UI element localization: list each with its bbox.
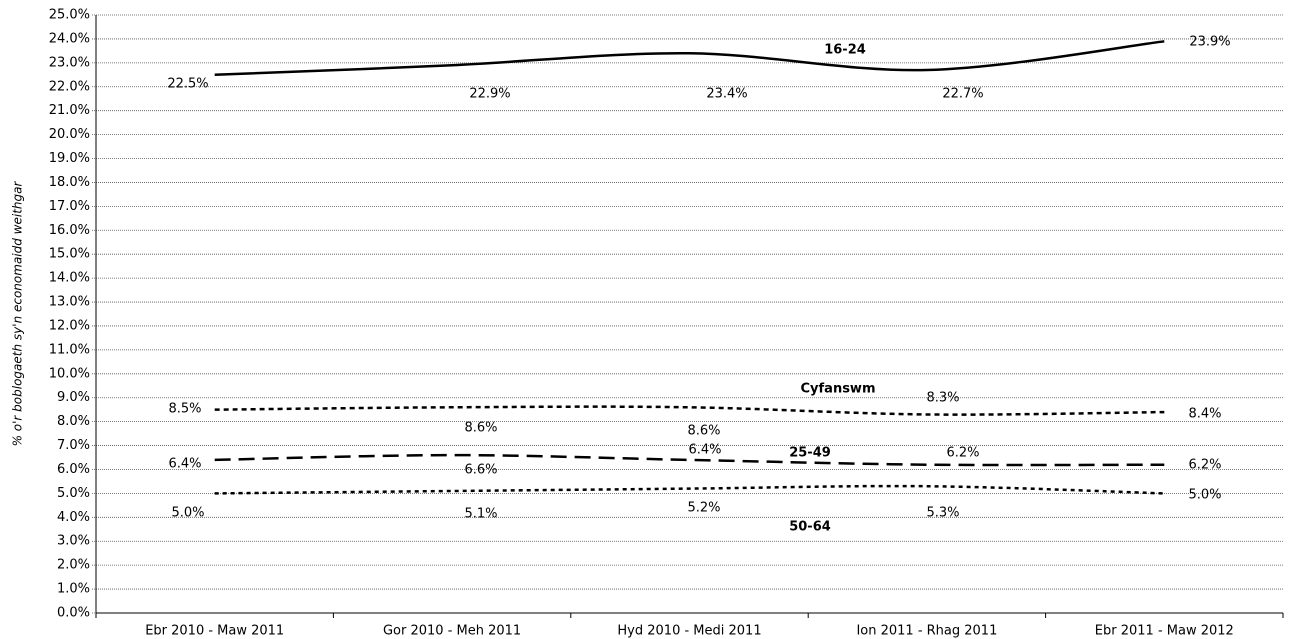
y-tick-label: 1.0% <box>57 582 90 597</box>
y-tick-label: 13.0% <box>49 295 90 310</box>
y-tick-label: 6.0% <box>57 462 90 477</box>
data-label: 5.0% <box>171 506 204 521</box>
y-tick-label: 5.0% <box>57 486 90 501</box>
y-tick-label: 24.0% <box>49 31 90 46</box>
data-label: 8.3% <box>926 391 959 406</box>
y-tick-label: 9.0% <box>57 390 90 405</box>
data-label: 6.2% <box>1188 458 1221 473</box>
series-name: Cyfanswm <box>801 382 876 397</box>
x-tick-label: Ebr 2011 - Maw 2012 <box>1095 624 1234 639</box>
data-label: 6.4% <box>168 457 201 472</box>
data-label: 8.4% <box>1188 407 1221 422</box>
y-tick-label: 17.0% <box>49 199 90 214</box>
series-line <box>214 453 1165 467</box>
data-label: 8.6% <box>687 424 720 439</box>
x-tick-label: Hyd 2010 - Medi 2011 <box>617 624 761 639</box>
y-tick-label: 7.0% <box>57 438 90 453</box>
y-tick-label: 16.0% <box>49 223 90 238</box>
y-tick-label: 21.0% <box>49 103 90 118</box>
series-name: 50-64 <box>789 520 831 535</box>
data-label: 22.9% <box>469 87 510 102</box>
y-tick-label: 20.0% <box>49 127 90 142</box>
data-label: 23.4% <box>706 87 747 102</box>
series-line <box>214 484 1165 495</box>
y-tick-label: 8.0% <box>57 414 90 429</box>
data-label: 6.4% <box>688 443 721 458</box>
data-label: 5.1% <box>464 507 497 522</box>
y-axis-label: % o'r boblogaeth sy'n economaidd weithga… <box>11 181 25 447</box>
y-tick-label: 25.0% <box>49 8 90 23</box>
data-label: 6.2% <box>946 446 979 461</box>
y-tick-label: 4.0% <box>57 510 90 525</box>
y-tick-label: 18.0% <box>49 175 90 190</box>
data-label: 6.6% <box>464 463 497 478</box>
y-tick-label: 10.0% <box>49 366 90 381</box>
data-label: 22.5% <box>167 77 208 92</box>
series-name: 25-49 <box>789 446 831 461</box>
data-label: 8.6% <box>464 421 497 436</box>
y-tick-label: 2.0% <box>57 558 90 573</box>
series-line <box>214 40 1165 77</box>
y-tick-label: 14.0% <box>49 271 90 286</box>
y-tick-label: 22.0% <box>49 79 90 94</box>
data-label: 22.7% <box>942 87 983 102</box>
y-tick-label: 19.0% <box>49 151 90 166</box>
x-tick-label: Gor 2010 - Meh 2011 <box>383 624 521 639</box>
x-tick-label: Ion 2011 - Rhag 2011 <box>856 624 997 639</box>
data-label: 5.0% <box>1188 488 1221 503</box>
data-label: 5.2% <box>687 501 720 516</box>
y-tick-label: 11.0% <box>49 342 90 357</box>
y-tick-label: 3.0% <box>57 534 90 549</box>
x-tick-label: Ebr 2010 - Maw 2011 <box>145 624 284 639</box>
series-name: 16-24 <box>824 43 866 58</box>
y-tick-label: 23.0% <box>49 55 90 70</box>
y-tick-label: 15.0% <box>49 247 90 262</box>
y-tick-label: 12.0% <box>49 318 90 333</box>
data-label: 8.5% <box>168 402 201 417</box>
data-label: 23.9% <box>1189 35 1230 50</box>
data-label: 5.3% <box>926 506 959 521</box>
series-line <box>214 405 1165 416</box>
y-tick-label: 0.0% <box>57 606 90 621</box>
